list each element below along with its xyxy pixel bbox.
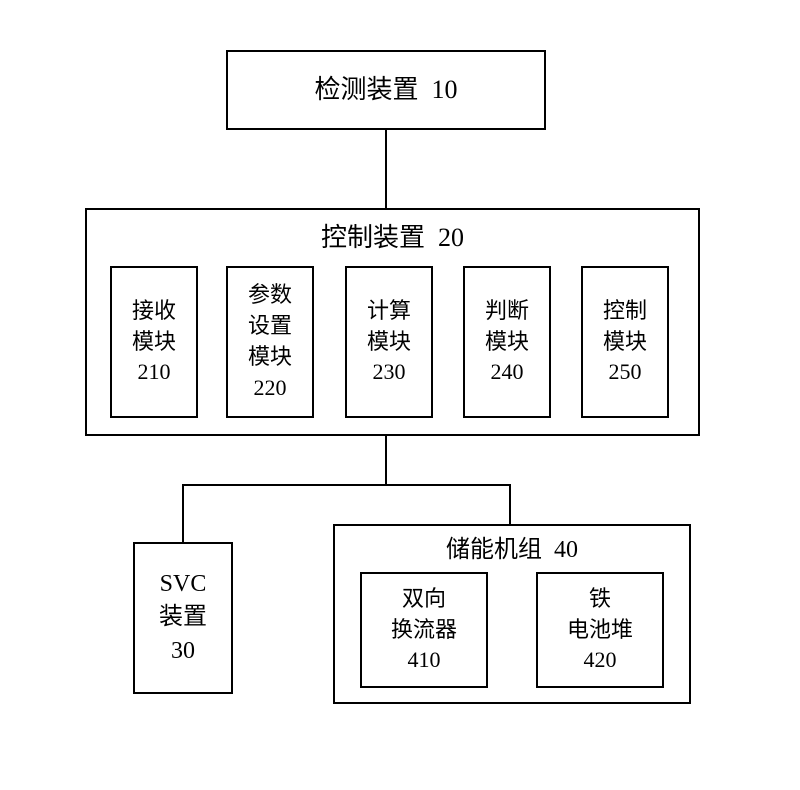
storage-label: 储能机组 40 [446,534,578,568]
edge-junction-svc [182,484,184,542]
edge-junction-storage [509,484,511,524]
compute-module-label: 计算 模块 230 [367,296,411,388]
param-module-label: 参数 设置 模块 220 [248,280,292,403]
control-module-label: 控制 模块 250 [603,296,647,388]
judge-module-box: 判断 模块 240 [463,266,551,418]
receive-module-label: 接收 模块 210 [132,296,176,388]
judge-module-label: 判断 模块 240 [485,296,529,388]
edge-horizontal-junction [183,484,511,486]
param-module-box: 参数 设置 模块 220 [226,266,314,418]
control-label: 控制装置 20 [321,220,464,256]
detection-box: 检测装置 10 [226,50,546,130]
svc-label: SVC 装置 30 [159,568,207,669]
converter-box: 双向 换流器 410 [360,572,488,688]
control-module-box: 控制 模块 250 [581,266,669,418]
battery-box: 铁 电池堆 420 [536,572,664,688]
svc-box: SVC 装置 30 [133,542,233,694]
edge-control-down [385,436,387,485]
detection-label: 检测装置 10 [314,72,457,108]
receive-module-box: 接收 模块 210 [110,266,198,418]
compute-module-box: 计算 模块 230 [345,266,433,418]
edge-detection-control [385,130,387,208]
converter-label: 双向 换流器 410 [391,584,457,676]
battery-label: 铁 电池堆 420 [567,584,633,676]
